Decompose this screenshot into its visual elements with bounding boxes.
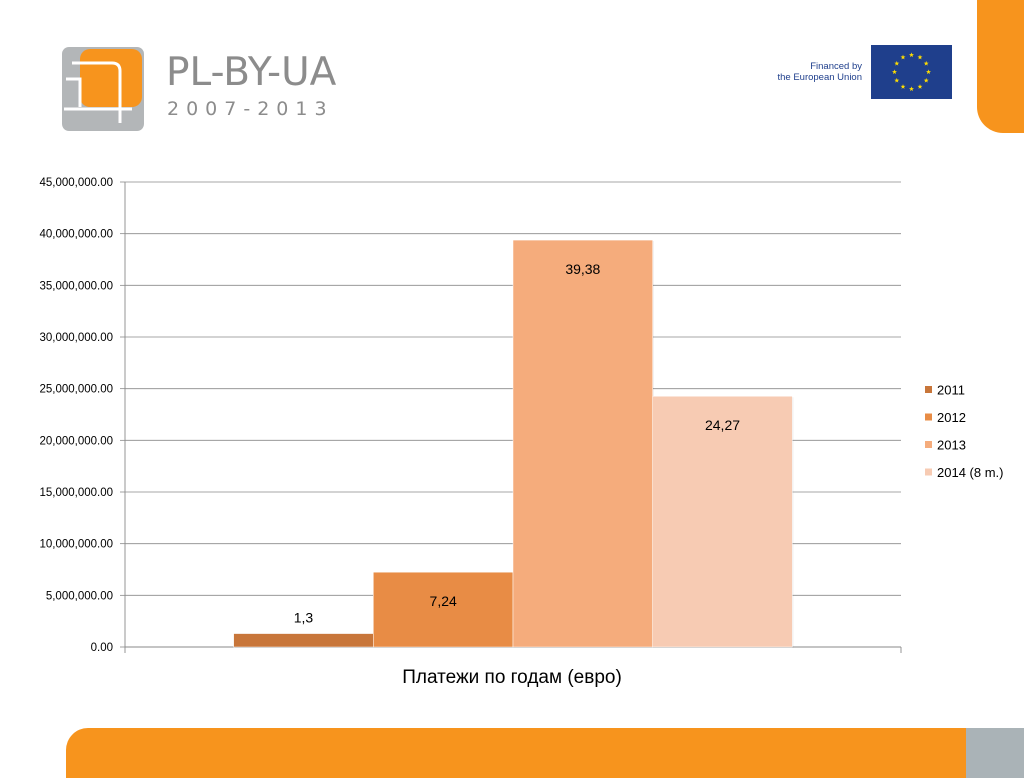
- legend-label: 2012: [937, 410, 966, 425]
- y-tick-label: 5,000,000.00: [46, 590, 113, 602]
- eu-star-icon: [923, 60, 929, 66]
- y-tick-label: 40,000,000.00: [39, 229, 113, 241]
- funding-line-1: Financed by: [810, 61, 862, 72]
- logo-icon: [62, 47, 144, 131]
- legend-swatch: [925, 441, 932, 448]
- y-tick-label: 15,000,000.00: [39, 487, 113, 499]
- y-tick-label: 35,000,000.00: [39, 280, 113, 292]
- bar-2012: [373, 571, 514, 648]
- brand-title: PL-BY-UA: [166, 50, 337, 95]
- eu-star-icon: [923, 77, 929, 83]
- eu-flag-icon: [871, 45, 952, 99]
- y-tick-label: 0.00: [91, 642, 113, 654]
- legend-label: 2014 (8 m.): [937, 465, 1003, 480]
- eu-star-icon: [909, 86, 914, 92]
- eu-star-icon: [900, 54, 906, 60]
- x-axis-title: Платежи по годам (евро): [402, 667, 622, 688]
- y-tick-label: 20,000,000.00: [39, 435, 113, 447]
- funding-line-2: the European Union: [777, 72, 862, 83]
- eu-star-icon: [892, 69, 897, 75]
- legend-label: 2013: [937, 438, 966, 453]
- y-tick-label: 30,000,000.00: [39, 332, 113, 344]
- corner-tab: [977, 0, 1024, 133]
- eu-star-icon: [900, 84, 906, 89]
- eu-star-icon: [894, 77, 900, 83]
- eu-star-icon: [909, 52, 914, 58]
- funding-note: Financed by the European Union: [777, 61, 862, 83]
- data-label: 24,27: [705, 417, 740, 433]
- data-label: 39,38: [565, 261, 600, 277]
- legend-swatch: [925, 413, 932, 421]
- bar-2013: [512, 239, 653, 648]
- bar-2011: [233, 633, 374, 648]
- data-label: 7,24: [430, 593, 457, 609]
- eu-star-icon: [917, 54, 923, 60]
- eu-star-icon: [926, 69, 931, 75]
- eu-star-icon: [917, 84, 923, 89]
- y-tick-label: 10,000,000.00: [39, 539, 113, 551]
- legend-swatch: [925, 468, 932, 476]
- eu-star-icon: [894, 60, 900, 66]
- y-tick-label: 25,000,000.00: [39, 384, 113, 396]
- legend-label: 2011: [937, 383, 965, 398]
- data-label: 1,3: [294, 610, 314, 626]
- y-tick-label: 45,000,000.00: [39, 177, 113, 189]
- legend-swatch: [925, 386, 932, 393]
- bar-2014-8-m: [652, 395, 793, 648]
- brand-years: 2007-2013: [167, 98, 334, 120]
